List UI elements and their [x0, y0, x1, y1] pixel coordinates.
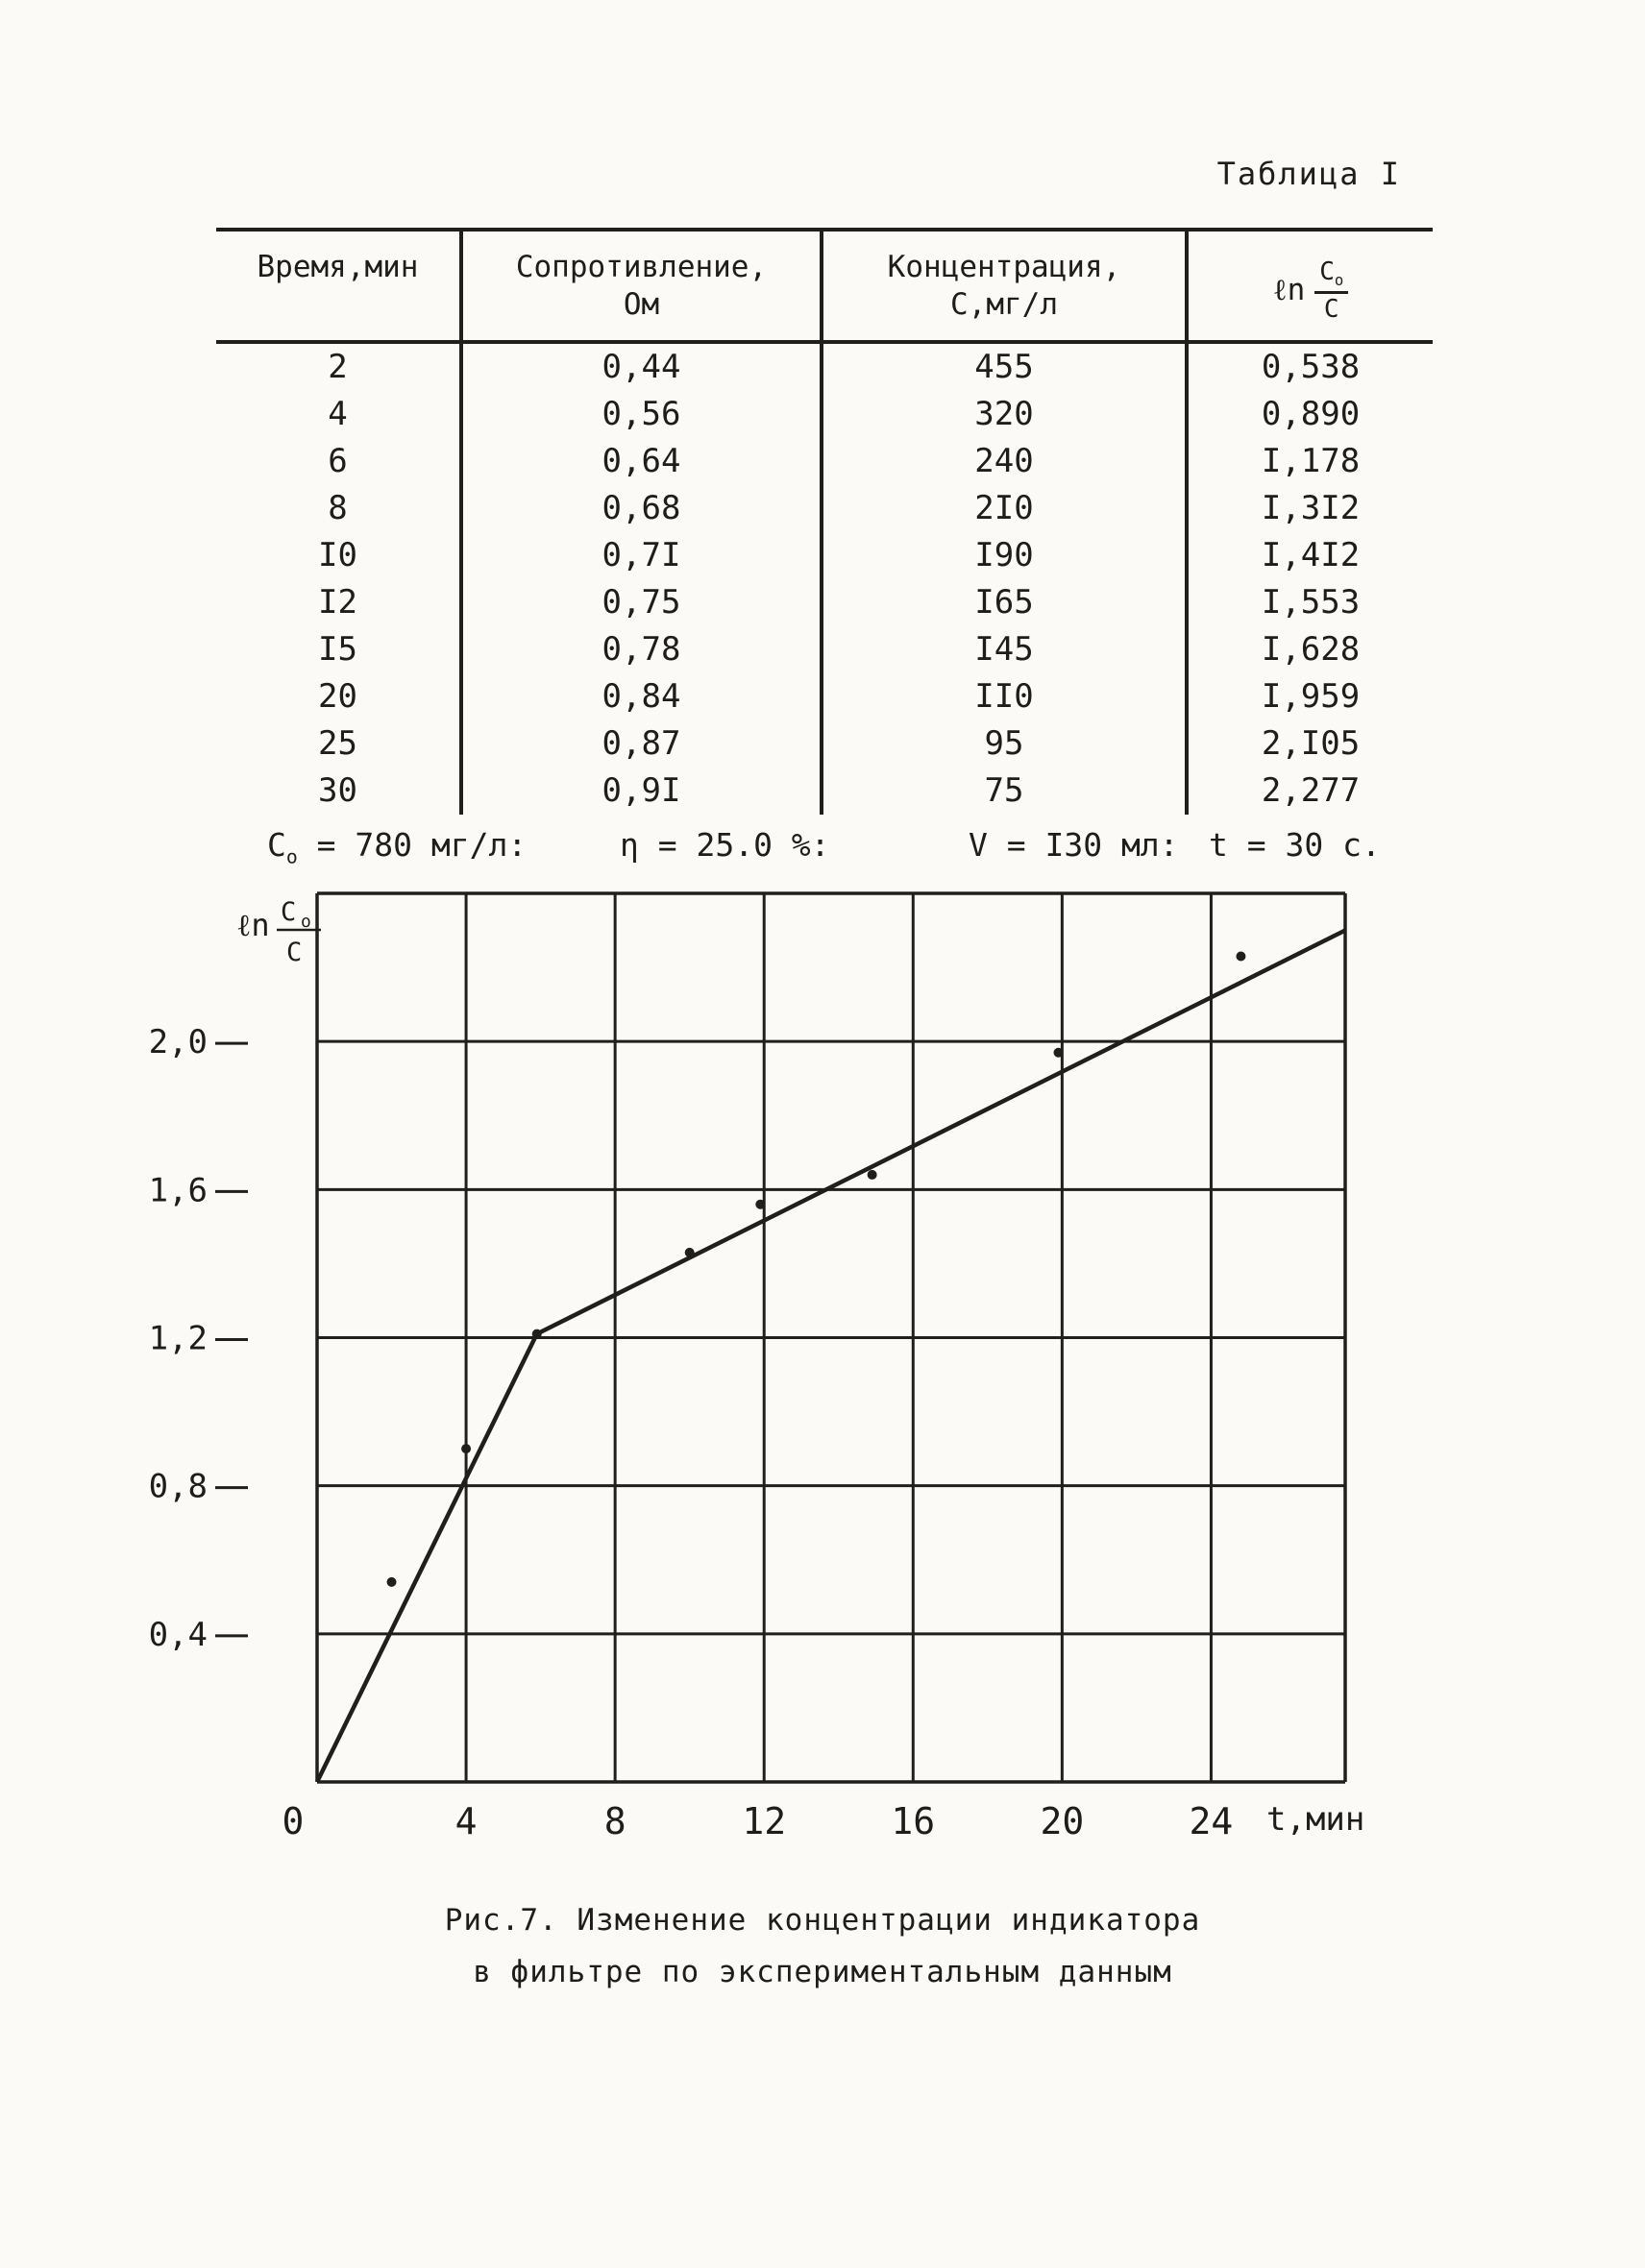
- data-point: [1236, 951, 1246, 962]
- table-row: 2 0,44 455 0,538: [216, 342, 1433, 391]
- table-header: Время,мин Сопротивление, Ом Концентрация…: [216, 230, 1433, 344]
- x-tick-label: 20: [1040, 1800, 1084, 1842]
- x-tick-label: 4: [455, 1800, 478, 1842]
- table-row: 25 0,87 95 2,I05: [216, 720, 1433, 768]
- x-tick-label: 0: [282, 1800, 305, 1842]
- table-row: I0 0,7I I90 I,4I2: [216, 532, 1433, 579]
- x-tick-label: 8: [604, 1800, 626, 1842]
- table-cell: I,178: [1261, 442, 1361, 480]
- table-cell: 6: [216, 438, 463, 485]
- table-title: Таблица I: [1216, 156, 1401, 192]
- table-cell: II0: [822, 673, 1189, 720]
- table-row: 4 0,56 320 0,890: [216, 391, 1433, 438]
- data-point: [684, 1247, 695, 1257]
- data-point: [531, 1329, 542, 1339]
- table-cell: I5: [216, 626, 463, 673]
- table-row: 8 0,68 2I0 I,3I2: [216, 485, 1433, 532]
- table-body: 2 0,44 455 0,538 4 0,56 320 0,890 6 0,64 240 I,178 8…: [216, 342, 1433, 815]
- table-cell: 0,87: [461, 720, 823, 768]
- y-tick-label: 1,6: [149, 1171, 208, 1209]
- y-tick-label: 2,0: [149, 1023, 208, 1061]
- table-cell: 0,7I: [461, 532, 823, 579]
- table-cell: 30: [216, 768, 463, 815]
- data-point: [386, 1576, 397, 1587]
- data-point: [755, 1199, 766, 1209]
- table-cell: 320: [822, 391, 1189, 438]
- figure-caption: Рис.7. Изменение концентрации индикатора…: [294, 1894, 1351, 1998]
- table-cell: 0,538: [1261, 348, 1361, 386]
- x-tick-label: 16: [891, 1800, 935, 1842]
- table-cell: 0,890: [1261, 395, 1361, 433]
- column-header-concentration: Концентрация, С,мг/л: [822, 230, 1189, 344]
- table-cell: 0,75: [461, 579, 823, 626]
- figure-caption-line1: Рис.7. Изменение концентрации индикатора: [444, 1903, 1201, 1938]
- table-cell: 0,78: [461, 626, 823, 673]
- data-point: [461, 1444, 472, 1454]
- table-cell: 2I0: [822, 485, 1189, 532]
- table-cell: 0,84: [461, 673, 823, 720]
- table-header-row: Время,мин Сопротивление, Ом Концентрация…: [216, 230, 1433, 344]
- table-cell: I,4I2: [1261, 536, 1361, 574]
- table-cell: I2: [216, 579, 463, 626]
- fit-line: [314, 928, 1347, 1783]
- table-cell: I90: [822, 532, 1189, 579]
- table-row: I2 0,75 I65 I,553: [216, 579, 1433, 626]
- data-point: [867, 1169, 877, 1180]
- experimental-data-table: Время,мин Сопротивление, Ом Концентрация…: [216, 228, 1433, 815]
- param-c0: Co = 780 мг/л:: [267, 826, 528, 868]
- column-header-resistance: Сопротивление, Ом: [461, 230, 823, 344]
- table-cell: 0,64: [461, 438, 823, 485]
- table-cell: 20: [216, 673, 463, 720]
- table-cell: 0,9I: [461, 768, 823, 815]
- y-axis-label-num-sub: o: [301, 912, 311, 932]
- table-cell: 0,68: [461, 485, 823, 532]
- table-row: I5 0,78 I45 I,628: [216, 626, 1433, 673]
- table-cell: I,628: [1261, 630, 1361, 669]
- param-time: t = 30 с.: [1209, 826, 1381, 864]
- table-cell: 2,277: [1261, 771, 1361, 810]
- table-row: 30 0,9I 75 2,277: [216, 768, 1433, 815]
- table-row: 20 0,84 II0 I,959: [216, 673, 1433, 720]
- x-tick-label: 24: [1190, 1800, 1234, 1842]
- x-axis-label: t,мин: [1266, 1800, 1364, 1839]
- y-axis-label-den: C: [286, 938, 302, 967]
- ln-fraction: ℓn Co C: [1273, 258, 1349, 323]
- y-tick-label: 0,4: [149, 1616, 208, 1654]
- table-cell: 2,I05: [1261, 724, 1361, 763]
- y-tick-label: 0,8: [149, 1468, 208, 1506]
- table-cell: 25: [216, 720, 463, 768]
- table-cell: 4: [216, 391, 463, 438]
- table-cell: 240: [822, 438, 1189, 485]
- table-cell: 95: [822, 720, 1189, 768]
- data-point: [1053, 1047, 1064, 1058]
- table-cell: I,959: [1261, 677, 1361, 716]
- table-cell: 2: [216, 342, 463, 391]
- table-cell: 455: [822, 342, 1189, 391]
- y-axis-label-fn: ℓn: [236, 907, 270, 943]
- table-cell: I45: [822, 626, 1189, 673]
- figure-caption-line2: в фильтре по экспериментальным данным: [473, 1955, 1172, 1989]
- table-cell: 0,44: [461, 342, 823, 391]
- table-cell: I,3I2: [1261, 489, 1361, 527]
- table-cell: I,553: [1261, 583, 1361, 622]
- table-row: 6 0,64 240 I,178: [216, 438, 1433, 485]
- table-cell: I65: [822, 579, 1189, 626]
- column-header-ln-c0-c: ℓn Co C: [1187, 230, 1433, 344]
- table-cell: 75: [822, 768, 1189, 815]
- table-cell: I0: [216, 532, 463, 579]
- column-header-time: Время,мин: [216, 230, 463, 344]
- y-tick-label: 1,2: [149, 1320, 208, 1358]
- y-axis-label-num: C: [281, 897, 296, 927]
- param-eta: η = 25.0 %:: [620, 826, 830, 864]
- table-cell: 8: [216, 485, 463, 532]
- param-volume: V = I30 мл:: [969, 826, 1179, 864]
- x-tick-label: 12: [742, 1800, 786, 1842]
- table-cell: 0,56: [461, 391, 823, 438]
